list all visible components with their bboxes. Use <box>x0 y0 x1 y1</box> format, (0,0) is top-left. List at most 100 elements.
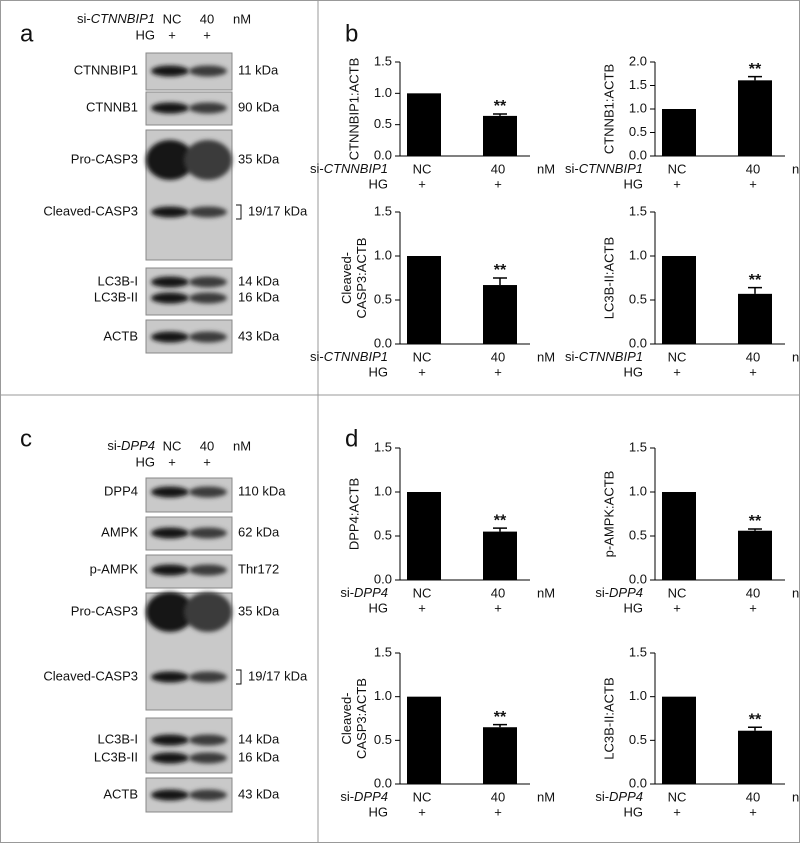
x-tick-label: NC <box>668 585 687 600</box>
band <box>189 65 227 77</box>
row-label: si-DPP4 <box>107 438 155 453</box>
band-size: 16 kDa <box>238 289 280 304</box>
row2-mark: + <box>673 600 681 615</box>
bar <box>407 93 441 156</box>
panel-label: c <box>20 425 32 452</box>
row2-mark: + <box>749 804 757 819</box>
panel-label: a <box>20 20 34 47</box>
bar <box>662 696 696 784</box>
band-size: 35 kDa <box>238 603 280 618</box>
band-label: LC3B-I <box>98 273 138 288</box>
y-tick-label: 0.5 <box>629 124 647 139</box>
bar <box>738 293 772 344</box>
band <box>151 486 189 498</box>
row2-mark: + <box>673 804 681 819</box>
band <box>151 102 189 114</box>
unit: nM <box>537 789 555 804</box>
band-label: AMPK <box>101 524 138 539</box>
gene: CTNNBIP1 <box>579 161 643 176</box>
bar <box>662 256 696 344</box>
band <box>151 206 189 218</box>
bar <box>662 492 696 580</box>
significance: ** <box>494 98 507 115</box>
prefix: si- <box>595 789 609 804</box>
y-tick-label: 0.0 <box>374 147 392 162</box>
y-tick-label: 1.0 <box>374 688 392 703</box>
prefix: si- <box>565 349 579 364</box>
x-tick-label: 40 <box>746 789 760 804</box>
row-label: si-CTNNBIP1 <box>310 349 388 364</box>
y-tick-label: 2.0 <box>629 53 647 68</box>
significance: ** <box>749 513 762 530</box>
band <box>146 592 194 632</box>
band-size: 14 kDa <box>238 731 280 746</box>
blot-box <box>145 717 233 774</box>
band <box>189 206 227 218</box>
y-axis-label: CASP3:ACTB <box>354 678 369 759</box>
y-axis-label: DPP4:ACTB <box>346 478 361 550</box>
error-bar <box>748 75 762 81</box>
prefix: si- <box>565 161 579 176</box>
treatment-mark: + <box>168 27 176 42</box>
band <box>151 752 189 764</box>
x-tick-label: 40 <box>491 161 505 176</box>
row2-mark: + <box>418 804 426 819</box>
error-bar <box>748 528 762 531</box>
gene: DPP4 <box>354 585 388 600</box>
band <box>151 292 189 304</box>
y-tick-label: 1.5 <box>374 53 392 68</box>
x-tick-label: NC <box>413 161 432 176</box>
prefix: si- <box>310 161 324 176</box>
band <box>189 789 227 801</box>
band <box>151 527 189 539</box>
band-size: 110 kDa <box>238 483 286 498</box>
condition: NC <box>163 11 182 26</box>
x-tick-label: 40 <box>491 585 505 600</box>
unit: nM <box>792 349 800 364</box>
row2-label: HG <box>369 176 389 191</box>
band-label: Cleaved-CASP3 <box>43 668 138 683</box>
y-tick-label: 1.0 <box>374 85 392 100</box>
unit: nM <box>537 161 555 176</box>
gene: CTNNBIP1 <box>324 161 388 176</box>
band-size: 90 kDa <box>238 99 280 114</box>
x-tick-label: 40 <box>746 161 760 176</box>
significance: ** <box>494 512 507 529</box>
significance: ** <box>749 61 762 78</box>
y-tick-label: 0.0 <box>374 775 392 790</box>
row-label: si-CTNNBIP1 <box>310 161 388 176</box>
row2-mark: + <box>418 600 426 615</box>
bar <box>407 492 441 580</box>
band <box>151 671 189 683</box>
band-label: Pro-CASP3 <box>71 603 138 618</box>
unit: nM <box>233 11 251 26</box>
band-size: 62 kDa <box>238 524 280 539</box>
x-tick-label: 40 <box>491 789 505 804</box>
band-size: 19/17 kDa <box>248 668 308 683</box>
gene: DPP4 <box>121 438 155 453</box>
error-bar <box>493 723 507 728</box>
band <box>189 486 227 498</box>
row2-label: HG <box>369 364 389 379</box>
y-tick-label: 1.5 <box>629 439 647 454</box>
row2-mark: + <box>749 176 757 191</box>
y-tick-label: 0.5 <box>629 732 647 747</box>
band <box>189 752 227 764</box>
y-tick-label: 1.0 <box>629 247 647 262</box>
band-size: 19/17 kDa <box>248 203 308 218</box>
error-bar <box>748 726 762 731</box>
unit: nM <box>537 349 555 364</box>
x-tick-label: NC <box>668 789 687 804</box>
x-tick-label: 40 <box>491 349 505 364</box>
gene: DPP4 <box>609 585 643 600</box>
band-size: 16 kDa <box>238 749 280 764</box>
y-axis-label: p-AMPK:ACTB <box>601 471 616 558</box>
band-label: Pro-CASP3 <box>71 151 138 166</box>
row2-label: HG <box>624 804 644 819</box>
significance: ** <box>749 272 762 289</box>
band-size: Thr172 <box>238 561 279 576</box>
band-label: CTNNBIP1 <box>74 62 138 77</box>
y-tick-label: 1.5 <box>629 644 647 659</box>
significance: ** <box>494 709 507 726</box>
band-label: LC3B-II <box>94 749 138 764</box>
